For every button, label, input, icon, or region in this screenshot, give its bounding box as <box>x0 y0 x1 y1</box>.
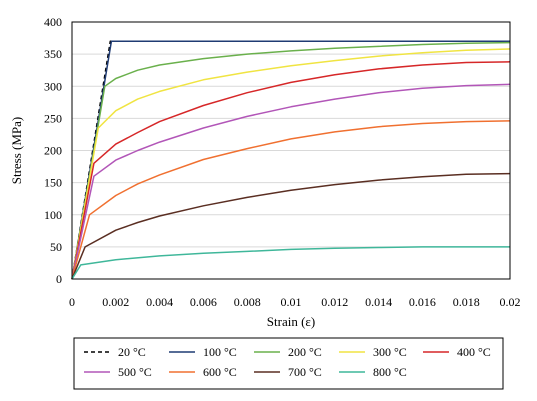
x-tick-label-6: 0.012 <box>321 295 348 309</box>
y-tick-label-8: 400 <box>44 15 62 29</box>
x-tick-label-9: 0.018 <box>453 295 480 309</box>
y-tick-labels: 0 50 100 150 200 250 300 350 400 <box>44 15 62 286</box>
series-line-3 <box>71 48 511 280</box>
y-tick-label-6: 300 <box>44 79 62 93</box>
plot-area-border <box>71 21 511 280</box>
legend-label-4: 400 °C <box>457 345 491 359</box>
legend-label-0: 20 °C <box>118 345 146 359</box>
x-tick-label-8: 0.016 <box>409 295 436 309</box>
legend-box <box>73 337 504 390</box>
x-tick-label-10: 0.02 <box>500 295 521 309</box>
series-line-0 <box>71 40 510 280</box>
x-tick-label-4: 0.008 <box>234 295 261 309</box>
legend-label-2: 200 °C <box>288 345 322 359</box>
series-line-4 <box>71 61 511 280</box>
legend-label-6: 600 °C <box>203 365 237 379</box>
legend: 20 °C 100 °C 200 °C 300 °C 400 °C 500 °C 600 °… <box>73 337 504 390</box>
series-line-8 <box>71 246 510 280</box>
x-tick-label-1: 0.002 <box>102 295 129 309</box>
series-line-7 <box>71 172 511 280</box>
y-tick-label-5: 250 <box>44 111 62 125</box>
x-tick-label-5: 0.01 <box>281 295 302 309</box>
x-tick-label-7: 0.014 <box>365 295 392 309</box>
series-line-5 <box>71 83 511 280</box>
y-tick-label-7: 350 <box>44 47 62 61</box>
legend-label-8: 800 °C <box>373 365 407 379</box>
series-line-1 <box>71 40 510 280</box>
x-tick-label-0: 0 <box>69 295 75 309</box>
y-tick-label-4: 200 <box>44 144 62 158</box>
y-axis-title: Stress (MPa) <box>9 117 24 185</box>
series-line-6 <box>71 120 511 280</box>
legend-label-7: 700 °C <box>288 365 322 379</box>
x-tick-label-2: 0.004 <box>146 295 173 309</box>
legend-label-5: 500 °C <box>118 365 152 379</box>
legend-label-3: 300 °C <box>373 345 407 359</box>
y-tick-label-2: 100 <box>44 208 62 222</box>
y-tick-label-0: 0 <box>56 272 62 286</box>
series-line-2 <box>71 41 511 280</box>
x-tick-label-3: 0.006 <box>190 295 217 309</box>
y-tick-label-1: 50 <box>50 240 62 254</box>
y-tick-label-3: 150 <box>44 176 62 190</box>
x-tick-labels: 0 0.002 0.004 0.006 0.008 0.01 0.012 0.014 0.016… <box>69 295 521 309</box>
x-axis-title: Strain (ε) <box>267 314 315 329</box>
gridlines <box>72 21 510 248</box>
series-lines <box>71 40 511 280</box>
legend-label-1: 100 °C <box>203 345 237 359</box>
